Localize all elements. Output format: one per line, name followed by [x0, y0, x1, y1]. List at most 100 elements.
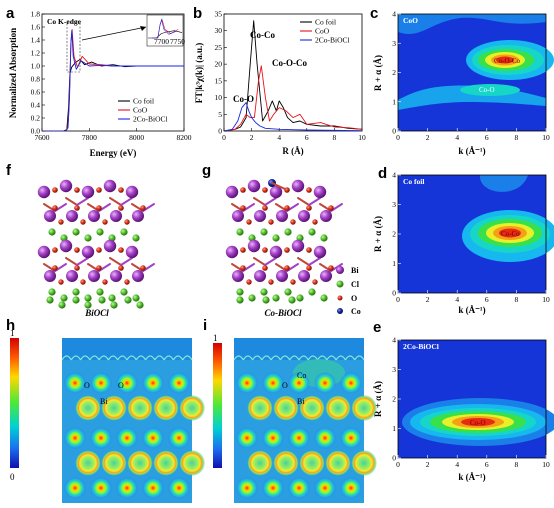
elf-core [116, 477, 138, 499]
elf-surface-wave [252, 355, 263, 361]
o-atom [96, 247, 102, 253]
elf-surface-wave [233, 355, 244, 361]
annotation-co-co: Co-Co [250, 30, 275, 40]
panel-g: g Co-BiOCl Bi Cl O Co [202, 162, 361, 318]
elf-label-h-o1: O [84, 381, 90, 390]
cl-atom [308, 288, 316, 296]
o-atom [240, 247, 246, 253]
bond [297, 197, 310, 206]
bi-atom [247, 179, 261, 193]
d-y-tick-label: 0 [392, 289, 396, 298]
elf-ring [75, 450, 101, 476]
elf-core [64, 427, 86, 449]
inset-tick-7750: 7750 [170, 37, 185, 46]
cl-atom [296, 234, 304, 242]
elf-surface-wave [135, 355, 147, 361]
bond [253, 257, 266, 266]
cl-atom [248, 234, 256, 242]
elf-surface-wave [298, 355, 309, 361]
y-axis-label-b: FT|k³χ(k)| (a.u.) [194, 43, 204, 104]
elf-surface-wave [354, 355, 365, 361]
elf-top-band [234, 338, 364, 360]
elf-ring [127, 395, 153, 421]
bond [76, 257, 89, 266]
cl-atom [60, 294, 68, 302]
elf-label-i-o: O [282, 381, 288, 390]
cl-atom [248, 294, 256, 302]
elf-core [288, 427, 310, 449]
e-x-tick-label: 2 [426, 460, 430, 469]
elf-ring [299, 450, 325, 476]
cl-atom [272, 294, 280, 302]
o-atom [284, 205, 290, 211]
bi-atom [66, 270, 78, 282]
o-atom [312, 219, 318, 225]
bi-atom [44, 210, 56, 222]
wt-label-c-co-o-co: Co-O-Co [494, 57, 521, 65]
y-axis-label-e: R + α (Å) [373, 381, 383, 417]
elf-core [288, 477, 310, 499]
cl-atom [108, 234, 116, 242]
cl-atom [96, 228, 104, 236]
o-atom [52, 187, 58, 193]
bi-atom [110, 210, 122, 222]
c-y-tick-label: 4 [392, 10, 396, 19]
legend-cl-label: Cl [351, 280, 360, 289]
o-atom [262, 265, 268, 271]
d-y-tick-label: 2 [392, 230, 396, 239]
elf-ring [299, 395, 325, 421]
d-y-tick-label: 3 [392, 200, 396, 209]
b-y-tick-label: 35 [215, 10, 223, 19]
colorbar-i-top: 1 [213, 333, 218, 343]
elf-ring [325, 450, 351, 476]
wt-contours-d [462, 175, 554, 262]
o-atom [262, 247, 268, 253]
y-tick-labels-b: 0 5 10 15 20 25 30 35 [215, 10, 227, 136]
bi-atom [103, 239, 117, 253]
elf-surface-wave [279, 355, 291, 361]
bi-atom [88, 210, 100, 222]
y-axis-label-a: Normalized Absorption [8, 28, 18, 118]
bond [65, 197, 78, 206]
elf-surface-wave [145, 355, 156, 361]
cl-atom [320, 294, 328, 302]
cl-atom [320, 234, 328, 242]
a-y-tick-label: 1.6 [31, 23, 41, 32]
elf-core [116, 427, 138, 449]
elf-ring [273, 395, 299, 421]
panel-letter-a: a [6, 5, 15, 22]
o-atom [240, 265, 246, 271]
bi-atom [225, 185, 239, 199]
b-x-tick-label: 6 [305, 133, 309, 142]
panel-i: i 1 Co O Bi [203, 317, 377, 503]
cl-atom [96, 288, 104, 296]
wt-title-c: CoO [403, 16, 418, 25]
d-x-tick-label: 4 [455, 295, 459, 304]
b-legend-label-1: CoO [315, 27, 330, 36]
o-atom [58, 279, 64, 285]
a-y-tick-label: 0.8 [31, 75, 41, 84]
elf-label-h-bi: Bi [100, 397, 108, 406]
cl-atom [236, 296, 244, 304]
y-axis-label-d: R + α (Å) [373, 216, 383, 252]
axes-frame-a [41, 13, 185, 132]
o-atom [80, 219, 86, 225]
tick-labels-e: 0 2 4 6 8 10 0 1 2 3 4 [392, 336, 550, 470]
crystal-structure-bioci [37, 179, 155, 309]
bond [120, 197, 133, 206]
c-x-tick-label: 10 [542, 133, 550, 142]
legend-co-swatch [337, 308, 343, 314]
a-y-tick-label: 1.2 [31, 49, 41, 58]
elf-core [262, 427, 284, 449]
zoom-arrow-head [140, 26, 146, 31]
elf-ring [101, 395, 127, 421]
elf-surface-wave [182, 355, 193, 361]
e-x-tick-label: 10 [542, 460, 550, 469]
bi-atom [132, 270, 144, 282]
c-x-tick-label: 4 [455, 133, 459, 142]
b-y-tick-label: 20 [215, 60, 223, 69]
bond [120, 257, 133, 266]
wt-title-e: 2Co-BiOCl [403, 342, 439, 351]
cl-atom [84, 294, 92, 302]
cl-atom [72, 288, 80, 296]
